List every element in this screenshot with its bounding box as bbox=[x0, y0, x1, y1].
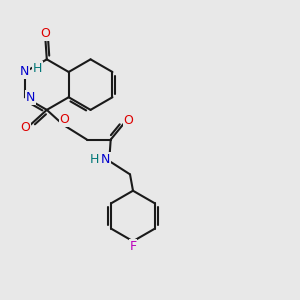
Text: H: H bbox=[33, 62, 42, 75]
Text: O: O bbox=[20, 121, 30, 134]
Text: O: O bbox=[124, 114, 134, 127]
Text: N: N bbox=[20, 65, 30, 79]
Text: O: O bbox=[60, 113, 70, 126]
Text: F: F bbox=[129, 240, 137, 253]
Text: O: O bbox=[40, 27, 50, 40]
Text: N: N bbox=[101, 153, 110, 166]
Text: H: H bbox=[90, 153, 99, 166]
Text: N: N bbox=[26, 91, 35, 104]
